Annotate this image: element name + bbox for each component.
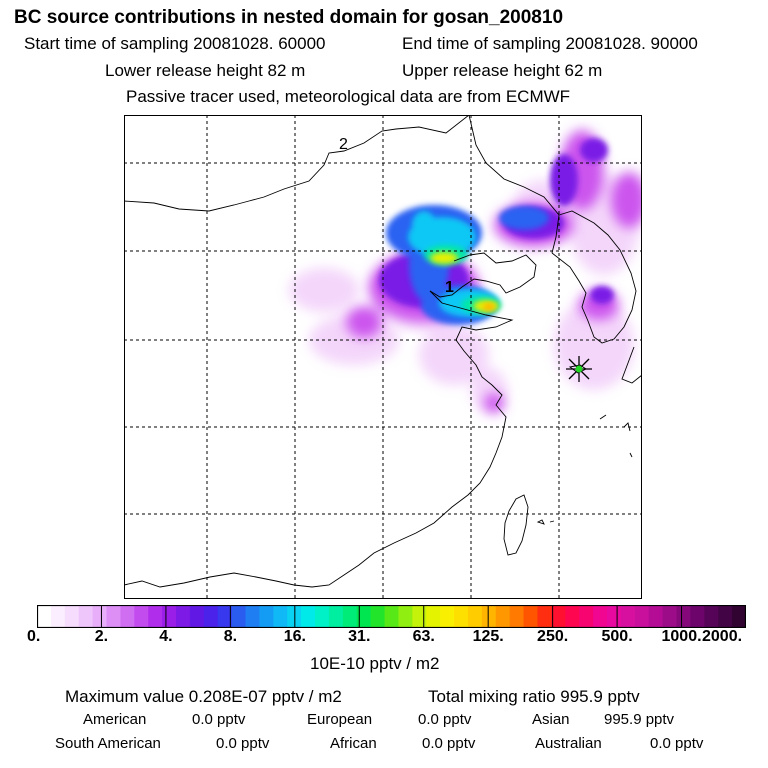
colorbar-tick-label: 8. <box>223 628 238 645</box>
colorbar-swatch <box>579 605 594 628</box>
colorbar-swatch <box>606 605 622 628</box>
colorbar-swatch <box>217 605 233 628</box>
colorbar-swatch <box>454 605 469 628</box>
colorbar-tick-label: 1000. <box>661 628 702 645</box>
colorbar-swatch <box>537 605 552 628</box>
map-frame <box>124 115 642 599</box>
colorbar-swatch <box>37 605 52 628</box>
colorbar-swatch <box>64 605 80 628</box>
colorbar-swatch <box>676 605 691 628</box>
total-mixing-label: Total mixing ratio 995.9 pptv <box>428 687 640 706</box>
colorbar-swatch <box>92 605 108 628</box>
colorbar-swatch <box>148 605 163 628</box>
colorbar-swatch <box>467 605 483 628</box>
colorbar-swatch <box>356 605 372 628</box>
lat-lon-grid <box>124 115 642 599</box>
colorbar-swatch <box>634 605 650 628</box>
colorbar-swatch <box>565 605 580 628</box>
colorbar-tick-label: 2000. <box>702 628 743 645</box>
colorbar-tick-label: 31. <box>348 628 371 645</box>
start-time-label: Start time of sampling 20081028. 60000 <box>24 34 326 53</box>
european-value: 0.0 pptv <box>418 711 472 728</box>
colorbar-swatch <box>231 605 247 628</box>
colorbar-swatch <box>481 605 497 628</box>
american-value: 0.0 pptv <box>192 711 246 728</box>
american-name: American <box>83 711 147 728</box>
colorbar-tick-label: 4. <box>159 628 173 645</box>
colorbar-swatch <box>426 605 441 628</box>
colorbar-swatch <box>259 605 274 628</box>
colorbar-frame <box>37 605 746 628</box>
colorbar-swatch <box>398 605 413 628</box>
south-american-value: 0.0 pptv <box>216 735 270 752</box>
colorbar-tick-label: 125. <box>472 628 504 645</box>
australian-name: Australian <box>535 735 602 752</box>
colorbar-swatch <box>718 605 733 628</box>
colorbar-swatch <box>120 605 135 628</box>
african-value: 0.0 pptv <box>422 735 476 752</box>
colorbar-swatch <box>162 605 177 628</box>
colorbar-swatch <box>328 605 344 628</box>
colorbar-swatch <box>384 605 400 628</box>
colorbar-tick-label: 16. <box>283 628 306 645</box>
african-name: African <box>330 735 377 752</box>
colorbar-tick-label: 2. <box>94 628 109 645</box>
trajectory-marker-1: 1 <box>445 279 454 296</box>
colorbar-swatch <box>106 605 122 628</box>
colorbar-swatch <box>134 605 149 628</box>
asian-name: Asian <box>532 711 570 728</box>
colorbar-swatch <box>315 605 330 628</box>
colorbar-swatch <box>440 605 455 628</box>
colorbar-tick-label: 500. <box>601 628 633 645</box>
colorbar-swatch <box>245 605 261 628</box>
plot-title: BC source contributions in nested domain… <box>14 7 564 28</box>
colorbar-swatch <box>203 605 219 628</box>
colorbar <box>37 605 746 628</box>
plume-field <box>289 130 642 413</box>
colorbar-swatch <box>523 605 539 628</box>
colorbar-swatch <box>593 605 608 628</box>
max-value-label: Maximum value 0.208E-07 pptv / m2 <box>65 687 342 706</box>
colorbar-swatch <box>732 605 746 628</box>
upper-release-label: Upper release height 62 m <box>402 61 603 80</box>
south-american-name: South American <box>55 735 161 752</box>
colorbar-tick-label: 250. <box>537 628 569 645</box>
receptor-star-icon <box>566 356 592 382</box>
colorbar-swatch <box>301 605 316 628</box>
colorbar-swatch <box>704 605 719 628</box>
colorbar-swatch <box>495 605 511 628</box>
colorbar-swatch <box>620 605 636 628</box>
colorbar-swatch <box>551 605 566 628</box>
european-name: European <box>307 711 373 728</box>
colorbar-tick-label: 63. <box>412 628 435 645</box>
colorbar-swatch <box>273 605 288 628</box>
colorbar-swatch <box>662 605 678 628</box>
colorbar-swatch <box>648 605 664 628</box>
coastline-overlay <box>124 115 642 588</box>
colorbar-swatch <box>342 605 358 628</box>
asian-value: 995.9 pptv <box>604 711 675 728</box>
colorbar-units: 10E-10 pptv / m2 <box>310 654 440 673</box>
colorbar-swatch <box>370 605 386 628</box>
end-time-label: End time of sampling 20081028. 90000 <box>402 34 698 53</box>
tracer-info-label: Passive tracer used, meteorological data… <box>126 87 571 106</box>
colorbar-swatch <box>412 605 427 628</box>
colorbar-swatch <box>78 605 94 628</box>
lower-release-label: Lower release height 82 m <box>105 61 306 80</box>
map-panel: 2 1 <box>124 115 642 599</box>
colorbar-swatch <box>509 605 525 628</box>
colorbar-swatch <box>176 605 191 628</box>
colorbar-swatch <box>50 605 66 628</box>
trajectory-marker-2: 2 <box>339 136 348 153</box>
australian-value: 0.0 pptv <box>650 735 704 752</box>
colorbar-swatch <box>189 605 205 628</box>
colorbar-tick-label: 0. <box>27 628 41 645</box>
colorbar-swatch <box>690 605 705 628</box>
